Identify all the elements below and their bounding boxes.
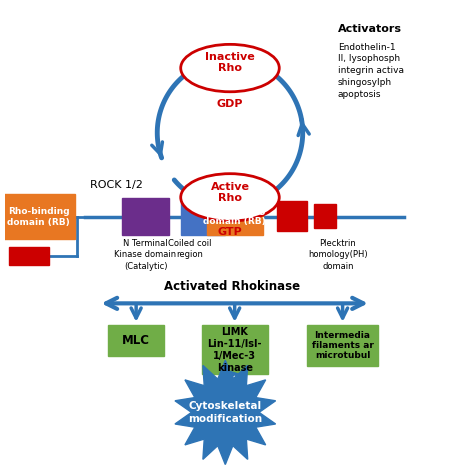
Bar <box>308 325 378 366</box>
Text: Intermedia
filaments ar
microtubul: Intermedia filaments ar microtubul <box>312 331 374 360</box>
Text: GTP: GTP <box>218 227 242 237</box>
Text: Activators: Activators <box>338 24 402 34</box>
Text: Inactive
Rho: Inactive Rho <box>205 52 255 73</box>
Bar <box>108 325 164 356</box>
Text: Active
Rho: Active Rho <box>210 182 249 203</box>
Bar <box>181 198 225 235</box>
Bar <box>277 201 308 231</box>
Text: Cytoskeletal
modification: Cytoskeletal modification <box>188 401 262 424</box>
Bar <box>314 204 336 228</box>
Text: ROCK 1/2: ROCK 1/2 <box>90 180 143 190</box>
Bar <box>122 198 169 235</box>
Text: Activated Rhokinase: Activated Rhokinase <box>164 280 301 293</box>
Bar <box>9 247 49 265</box>
Bar <box>207 198 263 235</box>
Text: Endothelin-1
II, lysophosph
integrin activa
shingosylph
apoptosis: Endothelin-1 II, lysophosph integrin act… <box>338 43 404 99</box>
Text: Rho-binding
domain (RB): Rho-binding domain (RB) <box>8 207 70 227</box>
Text: Plecktrin
homology(PH)
domain: Plecktrin homology(PH) domain <box>308 239 368 271</box>
Text: N Terminal
Kinase domain
(Catalytic): N Terminal Kinase domain (Catalytic) <box>114 239 177 271</box>
Text: Coiled coil
region: Coiled coil region <box>168 239 212 259</box>
Text: MLC: MLC <box>122 334 150 346</box>
Ellipse shape <box>181 173 279 221</box>
Polygon shape <box>175 360 275 465</box>
Bar <box>2 194 75 239</box>
Ellipse shape <box>181 45 279 92</box>
Text: LIMK
Lin-11/Isl-
1/Mec-3
kinase: LIMK Lin-11/Isl- 1/Mec-3 kinase <box>208 327 262 373</box>
Text: GDP: GDP <box>217 99 243 109</box>
Bar <box>202 325 267 374</box>
Text: Rho-binding
domain (RB): Rho-binding domain (RB) <box>203 207 266 226</box>
